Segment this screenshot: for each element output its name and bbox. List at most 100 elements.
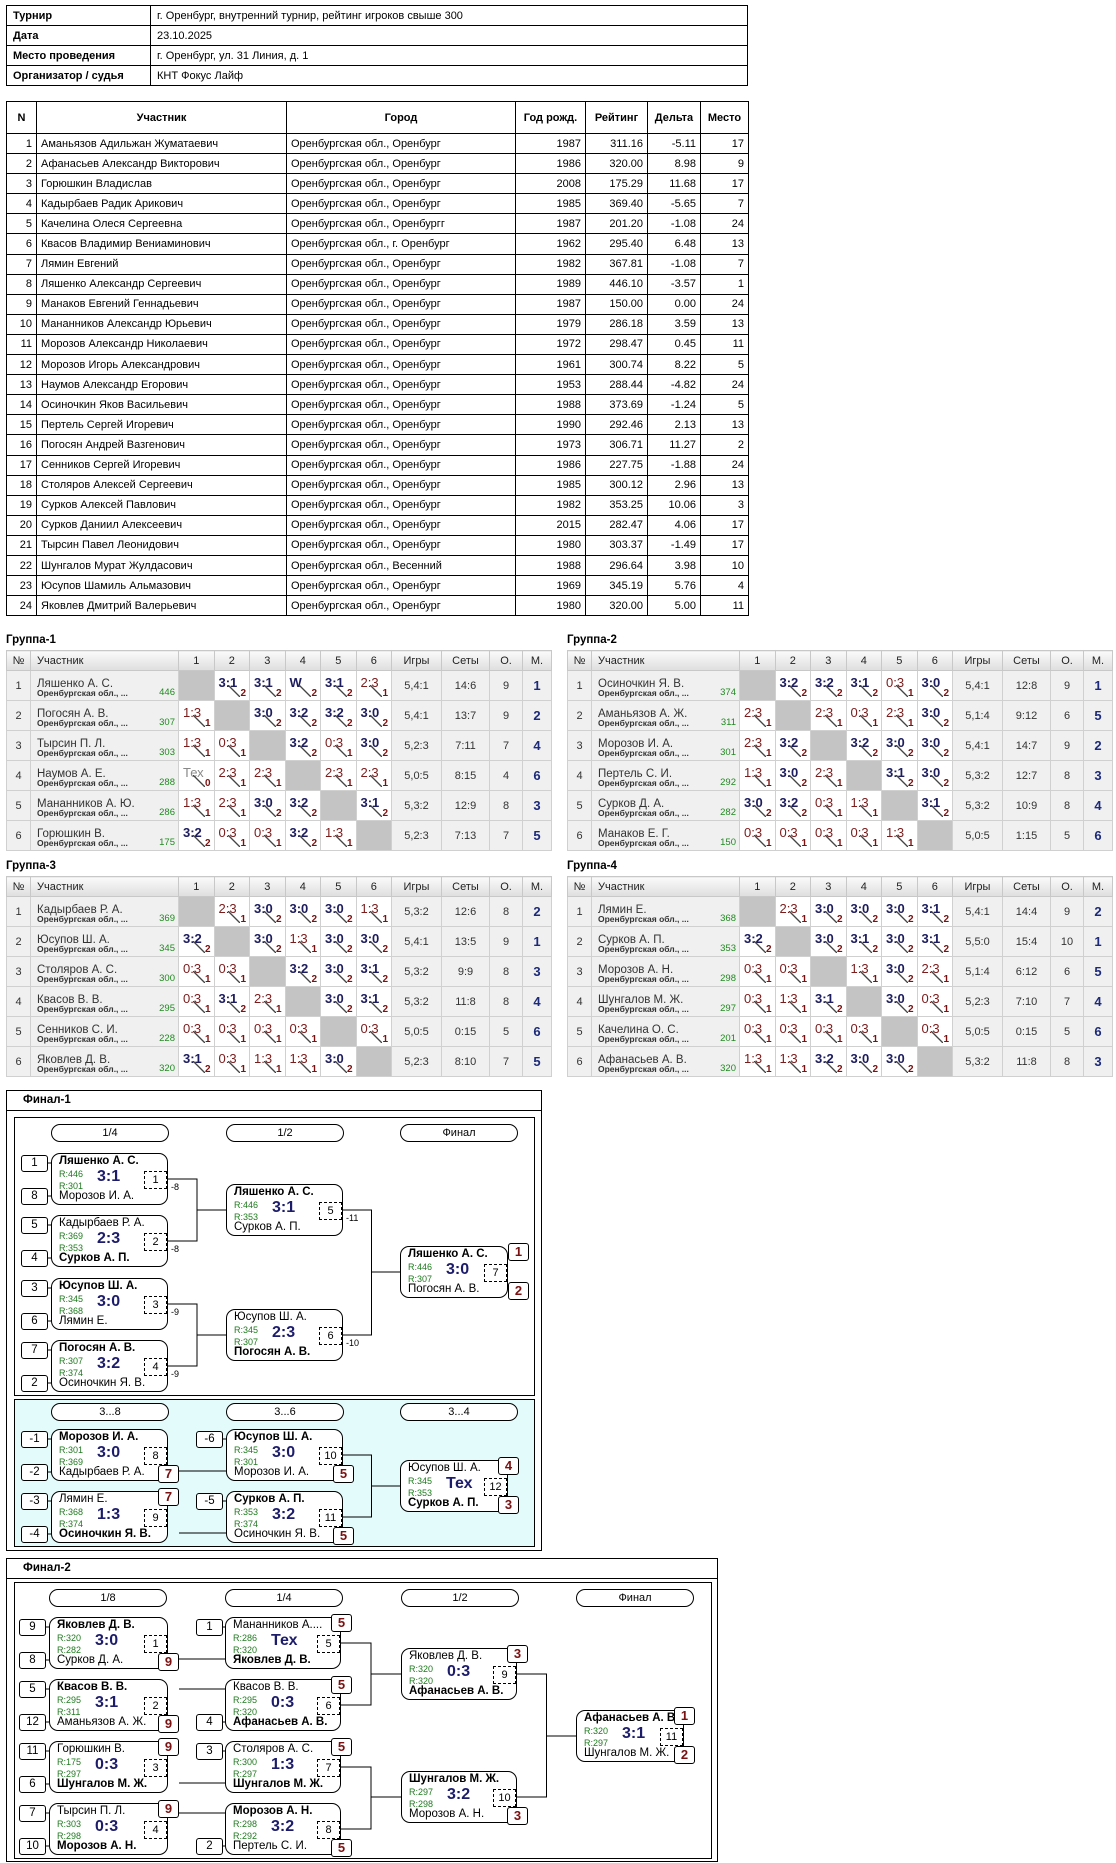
score-cell[interactable]: 0:3 1 [916,1016,953,1047]
score-cell[interactable]: 2:3 1 [249,986,286,1017]
player-name[interactable]: Мананников А. Ю. [37,797,135,810]
player-name[interactable]: Кадырбаев Р. А. [37,903,123,916]
score-cell[interactable]: 3:0 2 [881,896,918,927]
score-cell[interactable]: 2:3 1 [810,760,847,791]
score-cell[interactable]: 3:0 2 [881,956,918,987]
score-cell[interactable]: 2:3 1 [320,760,357,791]
match-box[interactable]: Афанасьев А. В. R:320 3:1 R:297 Шунгалов М. … [576,1710,684,1762]
match-box[interactable]: Кадырбаев Р. А. R:369 2:3 R:353 Сурков А. П.… [51,1215,168,1267]
score-cell[interactable]: 3:1 2 [213,986,250,1017]
player-name[interactable]: Пертель С. И. [598,767,673,780]
match-box[interactable]: Юсупов Ш. А. R:345 2:3 R:307 Погосян А. В. 6 [226,1309,343,1361]
score-cell[interactable]: 1:3 1 [320,820,357,851]
score-cell[interactable]: 3:1 2 [178,1046,215,1077]
match-box[interactable]: Погосян А. В. R:307 3:2 R:374 Осиночкин Я. В… [51,1340,168,1392]
score-cell[interactable]: 0:3 1 [739,1016,776,1047]
score-cell[interactable]: 3:2 2 [284,820,321,851]
player-name[interactable]: Ляшенко А. С. [37,677,114,690]
score-cell[interactable]: 3:2 2 [284,700,321,731]
score-cell[interactable]: 0:3 1 [213,1016,250,1047]
score-cell[interactable]: 1:3 1 [178,730,215,761]
score-cell[interactable]: 3:0 2 [845,896,882,927]
score-cell[interactable]: 3:0 2 [916,670,953,701]
score-cell[interactable]: 3:2 2 [739,926,776,957]
score-cell[interactable]: 0:3 1 [881,670,918,701]
score-cell[interactable]: 2:3 1 [739,700,776,731]
score-cell[interactable]: 3:1 2 [249,670,286,701]
score-cell[interactable]: 3:0 2 [320,926,357,957]
match-box[interactable]: Столяров А. С. R:300 1:3 R:297 Шунгалов М. Ж… [225,1741,341,1793]
score-cell[interactable]: 3:0 2 [320,1046,357,1077]
score-cell[interactable]: 3:1 2 [916,896,953,927]
score-cell[interactable]: 3:0 2 [249,700,286,731]
score-cell[interactable]: 0:3 1 [320,730,357,761]
score-cell[interactable]: 1:3 1 [774,986,811,1017]
player-name[interactable]: Морозов А. Н. [598,963,674,976]
match-box[interactable]: Квасов В. В. R:295 0:3 R:320 Афанасьев А. В.… [225,1679,341,1731]
score-cell[interactable]: 2:3 1 [774,896,811,927]
score-cell[interactable]: 1:3 1 [845,956,882,987]
player-name[interactable]: Манаков Е. Г. [598,827,670,840]
score-cell[interactable]: 3:1 2 [355,790,392,821]
score-cell[interactable]: 3:2 2 [774,790,811,821]
score-cell[interactable]: 0:3 1 [213,730,250,761]
player-name[interactable]: Погосян А. В. [37,707,109,720]
score-cell[interactable]: 3:0 2 [881,1046,918,1077]
score-cell[interactable]: 0:3 1 [178,956,215,987]
score-cell[interactable]: 2:3 1 [355,760,392,791]
score-cell[interactable]: 2:3 1 [213,896,250,927]
score-cell[interactable]: 3:0 2 [810,896,847,927]
score-cell[interactable]: 0:3 1 [213,956,250,987]
score-cell[interactable]: 0:3 1 [739,986,776,1017]
score-cell[interactable]: 3:1 2 [355,956,392,987]
player-name[interactable]: Осиночкин Я. В. [598,677,685,690]
score-cell[interactable]: 2:3 1 [213,790,250,821]
score-cell[interactable]: 1:3 1 [284,1046,321,1077]
match-box[interactable]: Ляшенко А. С. R:446 3:0 R:307 Погосян А. В. 7 [400,1246,508,1298]
score-cell[interactable]: 0:3 1 [739,820,776,851]
match-box[interactable]: Юсупов Ш. А. R:345 3:0 R:368 Лямин Е. 3 [51,1278,168,1330]
score-cell[interactable]: 0:3 1 [178,986,215,1017]
score-cell[interactable]: 1:3 1 [845,790,882,821]
score-cell[interactable]: 3:0 2 [881,926,918,957]
score-cell[interactable]: 0:3 1 [810,790,847,821]
player-name[interactable]: Качелина О. С. [598,1023,679,1036]
score-cell[interactable]: 3:2 2 [774,730,811,761]
score-cell[interactable]: 3:0 2 [320,956,357,987]
score-cell[interactable]: 0:3 1 [178,1016,215,1047]
score-cell[interactable]: 3:1 2 [916,926,953,957]
score-cell[interactable]: 0:3 1 [284,1016,321,1047]
score-cell[interactable]: 3:1 2 [320,670,357,701]
score-cell[interactable]: 1:3 1 [739,1046,776,1077]
match-box[interactable]: Яковлев Д. В. R:320 0:3 R:320 Афанасьев А. В… [401,1648,517,1700]
player-name[interactable]: Столяров А. С. [37,963,118,976]
score-cell[interactable]: 2:3 1 [810,700,847,731]
score-cell[interactable]: 3:2 2 [810,1046,847,1077]
player-name[interactable]: Афанасьев А. В. [598,1053,687,1066]
player-name[interactable]: Сурков А. П. [598,933,665,946]
score-cell[interactable]: 0:3 1 [845,820,882,851]
score-cell[interactable]: 0:3 1 [845,1016,882,1047]
score-cell[interactable]: 0:3 1 [213,820,250,851]
score-cell[interactable]: 3:2 2 [810,670,847,701]
player-name[interactable]: Горюшкин В. [37,827,105,840]
score-cell[interactable]: 3:0 2 [881,986,918,1017]
match-box[interactable]: Морозов И. А. R:301 3:0 R:369 Кадырбаев Р. А… [51,1429,168,1481]
score-cell[interactable]: 0:3 1 [774,1016,811,1047]
score-cell[interactable]: 3:1 2 [355,986,392,1017]
score-cell[interactable]: 0:3 1 [249,820,286,851]
score-cell[interactable]: 2:3 1 [355,670,392,701]
score-cell[interactable]: 1:3 1 [178,790,215,821]
score-cell[interactable]: 3:0 2 [249,790,286,821]
score-cell[interactable]: 0:3 1 [774,820,811,851]
score-cell[interactable]: 3:0 2 [881,730,918,761]
score-cell[interactable]: 3:0 2 [774,760,811,791]
score-cell[interactable]: 3:2 2 [774,670,811,701]
match-box[interactable]: Яковлев Д. В. R:320 3:0 R:282 Сурков Д. А. 1 [49,1617,168,1669]
score-cell[interactable]: 0:3 1 [739,956,776,987]
score-cell[interactable]: 3:2 2 [284,790,321,821]
score-cell[interactable]: 0:3 1 [810,1016,847,1047]
score-cell[interactable]: 3:0 2 [845,1046,882,1077]
player-name[interactable]: Сурков Д. А. [598,797,665,810]
